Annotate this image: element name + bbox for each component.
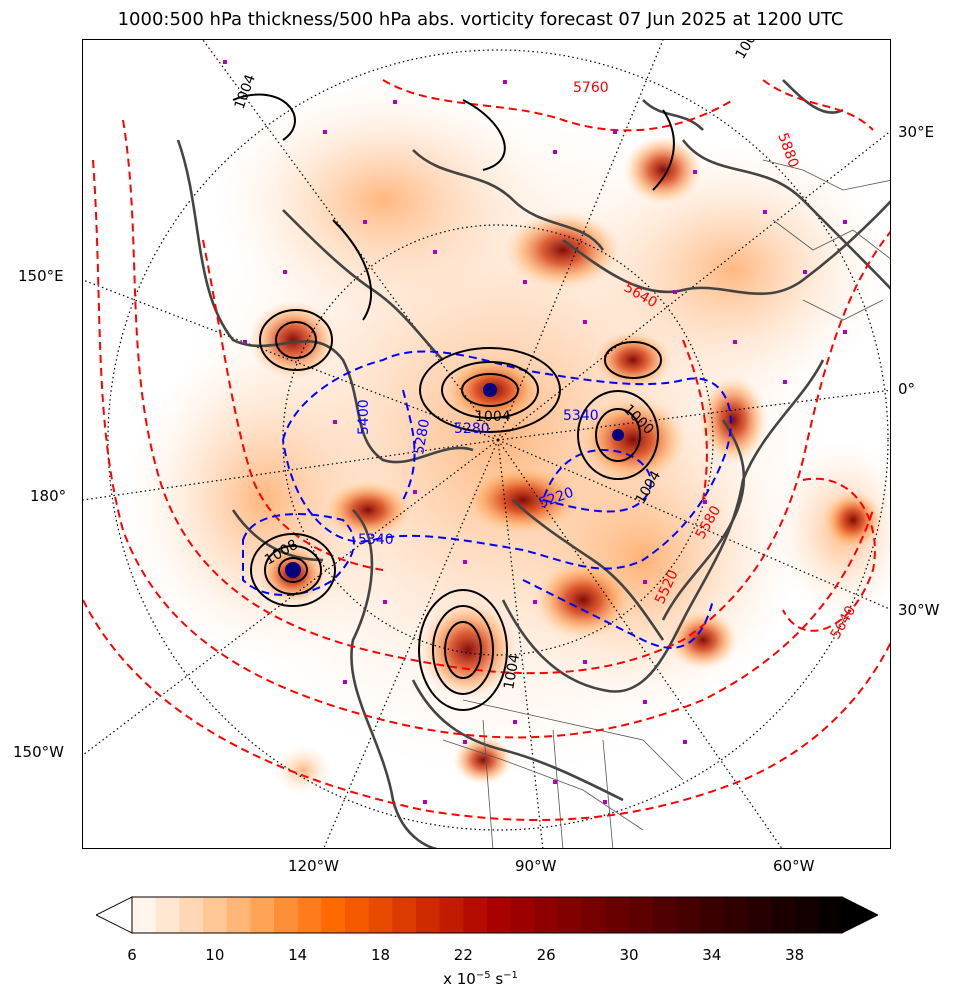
colorbar-cell: [605, 897, 630, 933]
colorbar-cell: [250, 897, 275, 933]
colorbar-tick-label: 14: [288, 946, 308, 964]
low-pressure-centers: [285, 383, 624, 578]
colorbar-cell: [747, 897, 772, 933]
colorbar-cell: [297, 897, 322, 933]
colorbar-cell: [534, 897, 559, 933]
colorbar-tick-label: 6: [127, 946, 137, 964]
colorbar-tick-label: 30: [619, 946, 639, 964]
thickness-label-cold-5: 5400: [356, 399, 372, 435]
lat-label-0: 0°: [898, 380, 916, 398]
lat-label-180: 180°: [30, 487, 67, 505]
colorbar-cell: [652, 897, 677, 933]
colorbar-cell: [416, 897, 441, 933]
colorbar-cell: [510, 897, 535, 933]
thickness-label-warm-0: 5760: [573, 80, 609, 96]
lon-label-120w: 120°W: [288, 857, 339, 875]
map-canvas: 5760 5880 5640 5580 5520 5640 5280 5280 …: [83, 40, 890, 848]
map-panel: 5760 5880 5640 5580 5520 5640 5280 5280 …: [82, 39, 891, 849]
colorbar-cell: [818, 897, 843, 933]
colorbar-cell: [771, 897, 796, 933]
colorbar-cell: [700, 897, 725, 933]
thickness-contours-cold: [242, 350, 732, 649]
political-borders: [442, 159, 890, 848]
thickness-label-cold-2: 5340: [563, 408, 599, 424]
colorbar-cell: [132, 897, 157, 933]
thickness-contours-warm: [83, 79, 890, 821]
map-title: 1000:500 hPa thickness/500 hPa abs. vort…: [117, 9, 844, 30]
lon-label-60w: 60°W: [773, 857, 815, 875]
colorbar-frame: [131, 896, 843, 934]
colorbar-cell: [463, 897, 488, 933]
coastlines: [176, 79, 890, 848]
pressure-label-4: 1004: [501, 653, 523, 691]
mslp-contours: [232, 93, 675, 711]
lat-label-150w: 150°W: [13, 743, 64, 761]
colorbar-cell: [203, 897, 228, 933]
colorbar-cell: [723, 897, 748, 933]
colorbar-cell: [487, 897, 512, 933]
pressure-label-0: 1004: [475, 409, 511, 425]
colorbar-tick-label: 10: [205, 946, 225, 964]
colorbar-cell: [581, 897, 606, 933]
thickness-label-cold-1: 5280: [454, 421, 490, 437]
station-markers: [223, 60, 847, 804]
colorbar-cell: [345, 897, 370, 933]
colorbar-tick-label: 34: [702, 946, 722, 964]
colorbar-over-extension: [841, 896, 880, 934]
colorbar-graphic: [94, 896, 880, 934]
colorbar-tick-label: 18: [370, 946, 391, 964]
lat-label-30e: 30°E: [898, 123, 935, 141]
colorbar-tick-label: 22: [453, 946, 473, 964]
colorbar-cell: [392, 897, 417, 933]
thickness-label-cold-0: 5280: [411, 418, 433, 456]
pressure-label-6: 1004: [232, 72, 259, 111]
colorbar-cell: [629, 897, 654, 933]
colorbar-tick-label: 38: [785, 946, 805, 964]
colorbar-cell: [226, 897, 251, 933]
lat-label-150e: 150°E: [18, 267, 64, 285]
lat-label-30w: 30°W: [898, 601, 940, 619]
colorbar-cell: [179, 897, 204, 933]
colorbar-cell: [274, 897, 299, 933]
colorbar: [94, 895, 880, 941]
graticule: [83, 40, 890, 848]
colorbar-cell: [558, 897, 583, 933]
thickness-label-cold-4: 5340: [358, 532, 394, 548]
colorbar-under-extension: [94, 896, 133, 934]
colorbar-cell: [794, 897, 819, 933]
lon-label-90w: 90°W: [515, 857, 557, 875]
colorbar-tick-label: 26: [536, 946, 556, 964]
colorbar-cell: [155, 897, 180, 933]
colorbar-units-label: x 10−5 s−1: [443, 970, 518, 988]
colorbar-cell: [368, 897, 393, 933]
colorbar-cell: [676, 897, 701, 933]
pressure-label-5: 1000: [733, 40, 765, 62]
colorbar-cell: [321, 897, 346, 933]
colorbar-cell: [439, 897, 464, 933]
